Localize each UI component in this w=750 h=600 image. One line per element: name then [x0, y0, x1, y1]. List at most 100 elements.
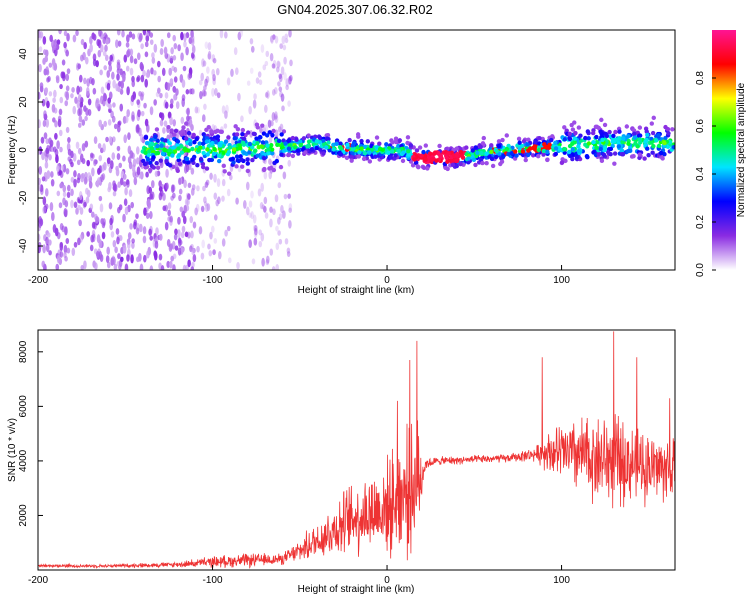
spectrogram-cell: [221, 238, 226, 247]
colorbar-ticks: 0.0 0.2 0.4 0.6 0.8: [695, 71, 716, 277]
spectrogram-cell: [245, 168, 251, 174]
spectrogram-cell: [149, 137, 154, 143]
spectrogram-cell: [254, 136, 259, 141]
spectrogram-cell: [65, 91, 70, 101]
spectrogram-cell: [38, 219, 42, 229]
spectrogram-cell: [290, 153, 296, 159]
spectrogram-cell: [178, 194, 182, 202]
spectrogram-cell: [230, 68, 234, 77]
spectrogram-cell: [240, 140, 246, 145]
spectrogram-cell: [208, 250, 213, 257]
spectrogram-cell: [421, 165, 427, 170]
spectrogram-cell: [197, 141, 202, 146]
spectrogram-cell: [143, 135, 149, 140]
spectrogram-cell: [201, 58, 205, 68]
spectrogram-cell: [48, 91, 53, 97]
spectrogram-cell: [115, 168, 120, 177]
spectrogram-cell: [131, 79, 136, 88]
spectrogram-cell: [131, 152, 135, 160]
spectrogram-cell: [663, 135, 668, 141]
spectrogram-cell: [170, 98, 174, 105]
spectrogram-cell: [349, 155, 354, 160]
spectrogram-cell: [509, 151, 515, 156]
spectrogram-cell: [221, 163, 226, 169]
spectrogram-cell: [172, 93, 177, 101]
spectrogram-cell: [125, 65, 130, 72]
spectrogram-cell: [118, 162, 123, 169]
spectrogram-cell: [260, 44, 265, 53]
spectrogram-cell: [437, 143, 442, 149]
spectrogram-cell: [109, 54, 113, 62]
spectrogram-cell: [536, 147, 541, 153]
spectrogram-y-tick-label: 20: [18, 96, 29, 108]
spectrogram-cell: [110, 110, 114, 119]
spectrogram-cell: [157, 60, 161, 68]
spectrogram-cell: [70, 176, 75, 183]
spectrogram-cell: [645, 132, 650, 138]
spectrogram-cell: [122, 173, 127, 180]
spectrogram-cell: [267, 130, 272, 135]
spectrogram-cell: [225, 104, 229, 114]
spectrogram-cell: [95, 215, 99, 224]
spectrogram-cell: [504, 146, 510, 152]
spectrogram-cell: [356, 134, 361, 139]
spectrogram-cell: [203, 196, 207, 204]
spectrogram-cell: [269, 35, 274, 43]
spectrogram-cell: [50, 171, 54, 178]
spectrogram-cell: [135, 227, 140, 235]
spectrogram-cell: [183, 179, 187, 189]
spectrogram-cell: [258, 229, 263, 236]
spectrogram-cell: [264, 92, 269, 98]
spectrogram-cell: [239, 30, 243, 38]
spectrogram-cell: [113, 263, 118, 270]
spectrogram-cell: [182, 215, 187, 225]
spectrogram-cell: [184, 148, 190, 153]
spectrogram-cell: [221, 178, 226, 187]
spectrogram-cell: [386, 150, 391, 155]
spectrogram-cell: [326, 140, 331, 145]
spectrogram-cell: [201, 89, 206, 97]
spectrogram-cell: [129, 55, 134, 64]
spectrogram-cell: [259, 202, 264, 210]
spectrogram-cell: [211, 225, 215, 233]
spectrogram-cell: [114, 246, 118, 254]
spectrogram-cell: [185, 204, 190, 212]
spectrogram-cell: [666, 131, 671, 136]
spectrogram-cell: [99, 69, 103, 76]
spectrogram-cell: [196, 106, 200, 114]
spectrogram-cell: [264, 212, 269, 219]
spectrogram-cell: [56, 254, 61, 264]
spectrogram-cell: [656, 132, 661, 138]
spectrogram-cell: [124, 263, 129, 270]
spectrogram-cell: [432, 150, 438, 155]
spectrogram-cell: [172, 264, 176, 270]
spectrogram-cell: [301, 136, 307, 141]
spectrogram-cell: [201, 114, 206, 123]
spectrogram-cell: [180, 31, 184, 41]
spectrogram-cell: [110, 160, 114, 170]
spectrogram-cell: [185, 46, 189, 56]
spectrogram-cell: [60, 165, 65, 171]
spectrogram-cell: [77, 94, 82, 103]
spectrogram-cell: [517, 140, 522, 145]
spectrogram-cell: [48, 250, 52, 256]
spectrogram-cell: [650, 150, 655, 155]
spectrogram-cell: [205, 147, 210, 152]
spectrogram-cell: [180, 231, 185, 239]
spectrogram-cell: [269, 142, 274, 148]
spectrogram-cell: [594, 134, 599, 140]
spectrogram-cell: [278, 238, 283, 245]
spectrogram-cell: [169, 260, 173, 269]
spectrogram-cell: [429, 157, 434, 163]
snr-y-tick-label: 2000: [18, 504, 29, 527]
spectrogram-cell: [123, 134, 128, 144]
spectrogram-cell: [81, 157, 86, 165]
spectrogram-cell: [602, 145, 608, 151]
spectrogram-cell: [280, 205, 284, 214]
spectrogram-cell: [157, 75, 161, 83]
spectrogram-cell: [211, 87, 215, 97]
spectrogram-cell: [177, 247, 182, 256]
spectrogram-cell: [608, 146, 614, 152]
spectrogram-cell: [160, 151, 166, 157]
spectrogram-cell: [127, 156, 132, 164]
